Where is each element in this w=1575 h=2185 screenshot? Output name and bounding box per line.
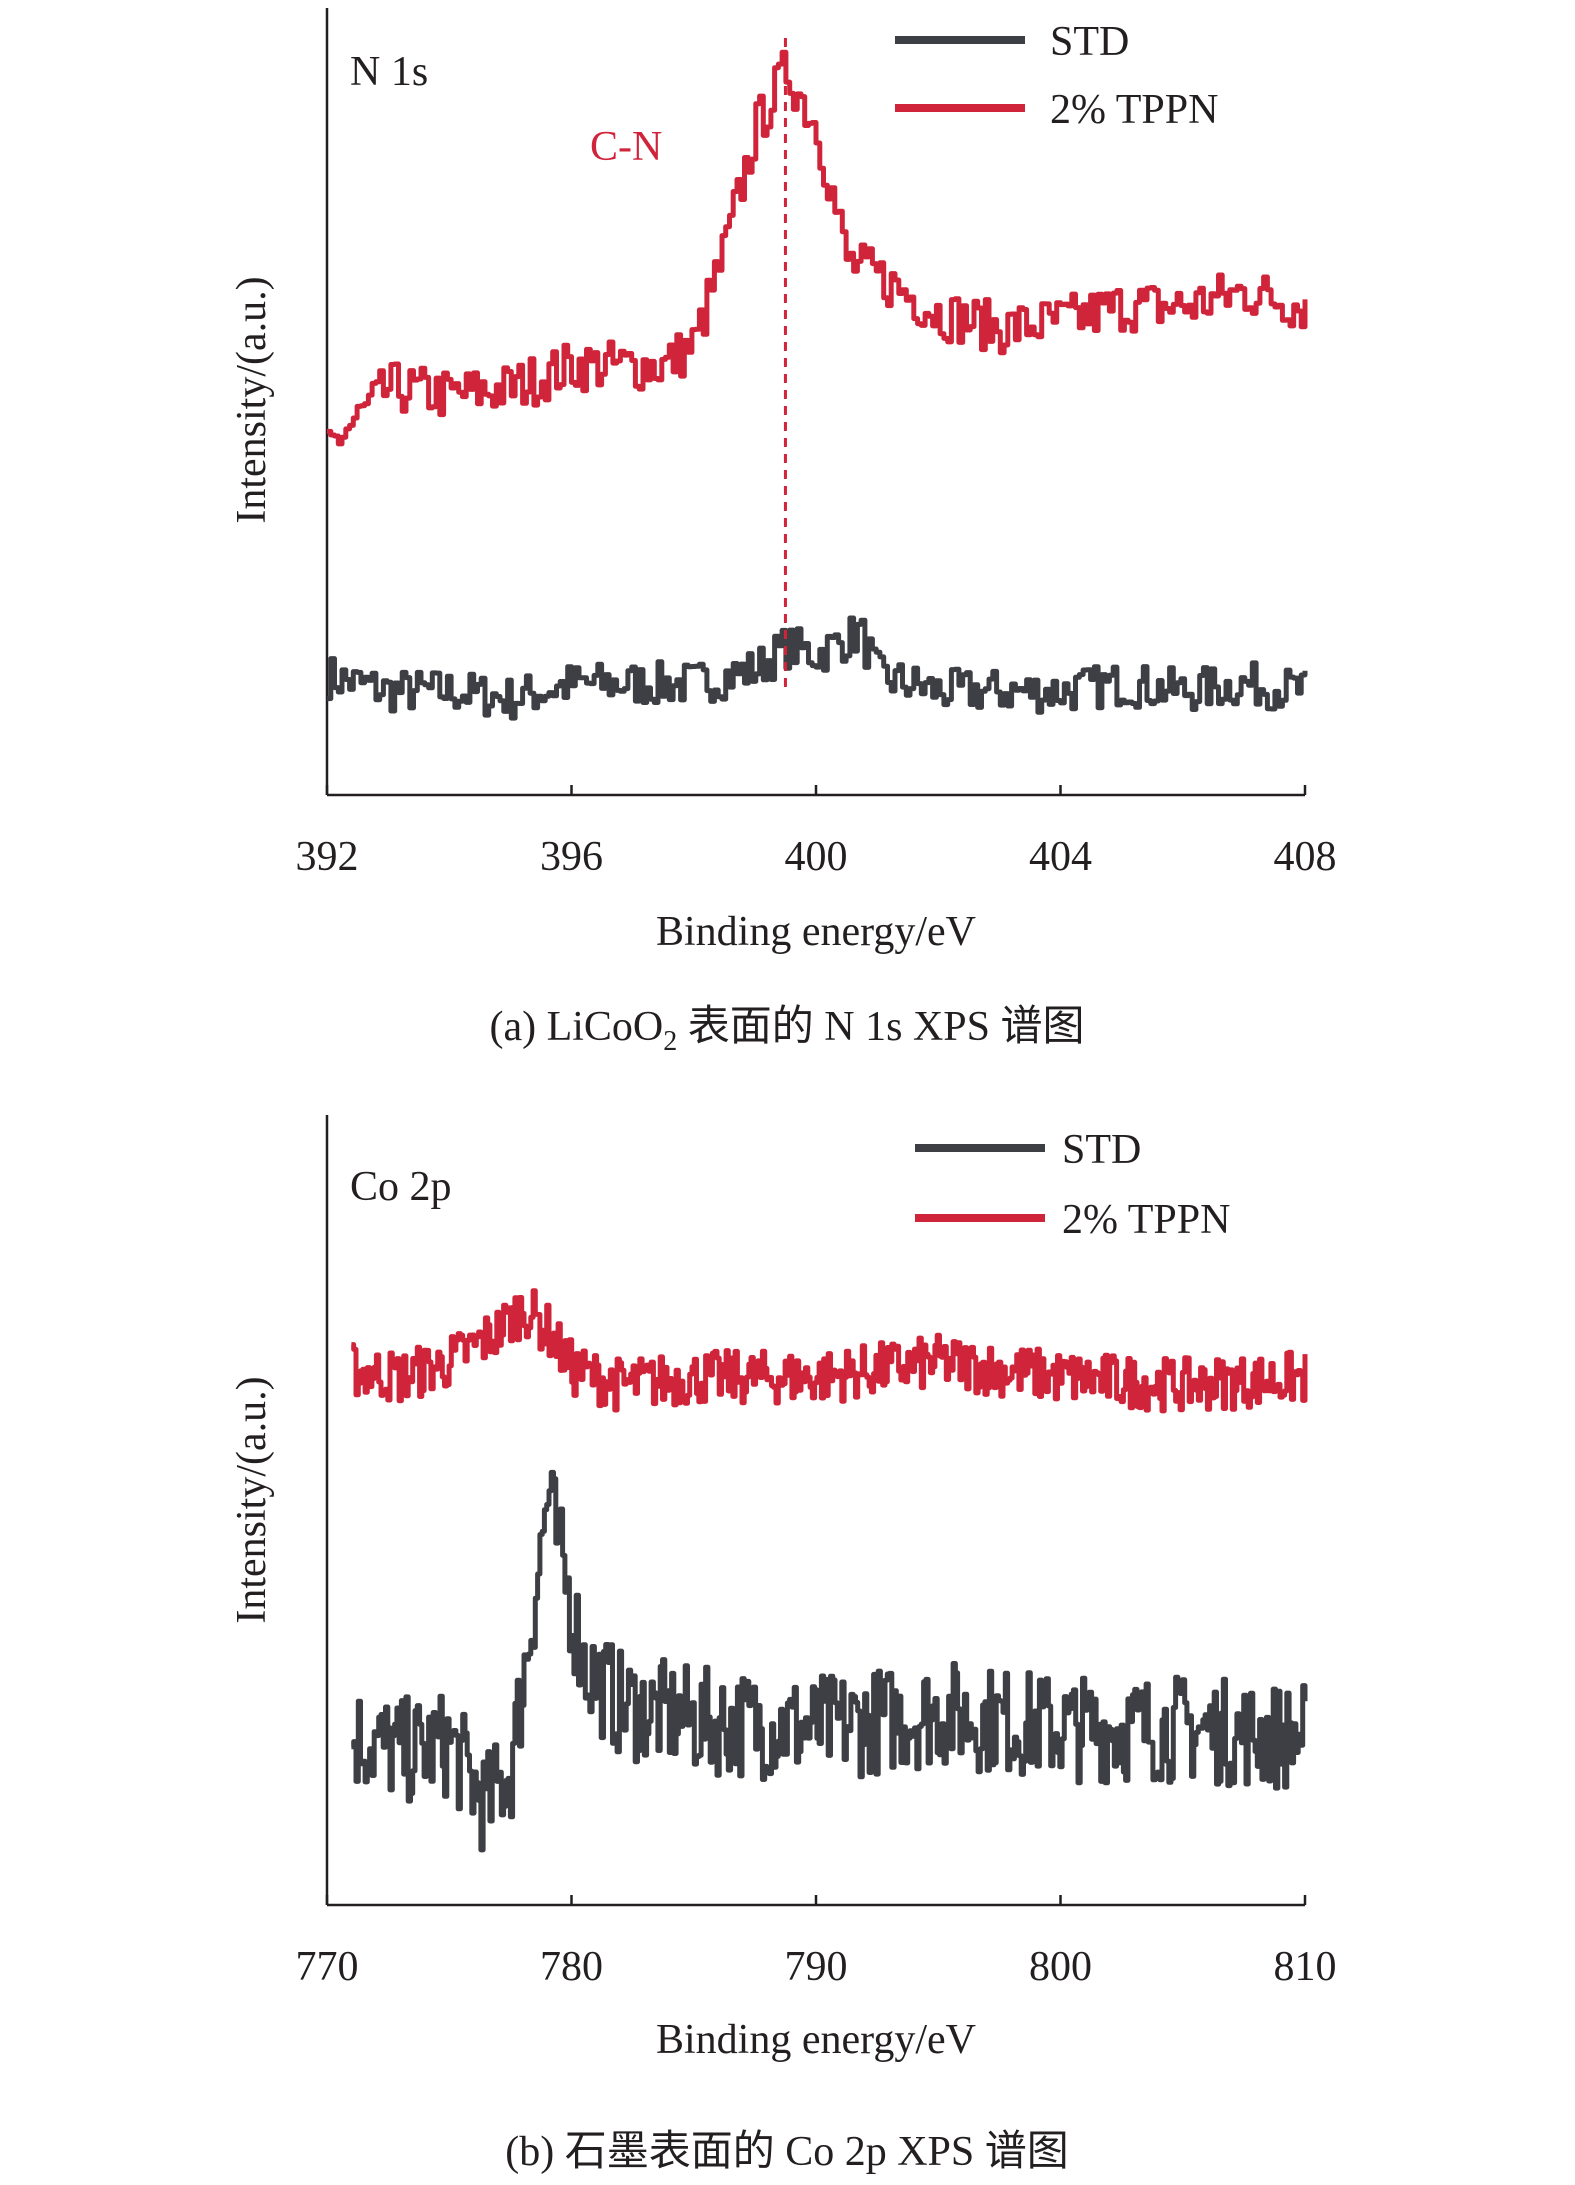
series-std-line xyxy=(351,1469,1308,1853)
x-axis-title: Binding energy/eV xyxy=(656,909,976,955)
series-tppn-line xyxy=(351,1288,1308,1414)
x-ticks xyxy=(325,785,1307,795)
x-tick-label: 800 xyxy=(1029,1944,1092,1990)
caption-a: (a) LiCoO2 表面的 N 1s XPS 谱图 xyxy=(489,1004,1084,1057)
y-axis-title: Intensity/(a.u.) xyxy=(229,276,275,523)
series-group xyxy=(327,49,1308,721)
legend: STD 2% TPPN xyxy=(915,1127,1230,1243)
caption-b: (b) 石墨表面的 Co 2p XPS 谱图 xyxy=(505,2129,1069,2175)
chart-n1s: 392 396 400 404 408 C-N N 1s STD 2% TPPN Bin… xyxy=(229,8,1337,1057)
x-axis-title: Binding energy/eV xyxy=(656,2017,976,2063)
x-tick-label: 404 xyxy=(1029,834,1092,880)
y-axis-title: Intensity/(a.u.) xyxy=(229,1376,275,1623)
caption-a-suffix: 表面的 N 1s XPS 谱图 xyxy=(677,1004,1084,1050)
series-group xyxy=(351,1288,1308,1853)
x-tick-label: 790 xyxy=(785,1944,848,1990)
caption-a-subscript: 2 xyxy=(663,1026,677,1057)
x-tick-label: 770 xyxy=(296,1944,359,1990)
series-std-line xyxy=(327,615,1308,721)
legend-tppn-label: 2% TPPN xyxy=(1050,87,1218,133)
x-tick-label: 400 xyxy=(785,834,848,880)
legend-std-label: STD xyxy=(1050,19,1129,65)
series-tppn-line xyxy=(327,49,1308,447)
x-tick-label: 408 xyxy=(1274,834,1337,880)
panel-label: Co 2p xyxy=(350,1164,452,1210)
x-tick-labels: 770 780 790 800 810 xyxy=(296,1944,1337,1990)
panel-label: N 1s xyxy=(350,49,428,95)
legend: STD 2% TPPN xyxy=(895,19,1218,133)
x-tick-label: 392 xyxy=(296,834,359,880)
x-tick-label: 810 xyxy=(1274,1944,1337,1990)
x-ticks xyxy=(325,1895,1307,1905)
x-tick-labels: 392 396 400 404 408 xyxy=(296,834,1337,880)
c-n-annotation: C-N xyxy=(590,124,662,170)
caption-a-prefix: (a) LiCoO xyxy=(489,1004,663,1050)
x-tick-label: 396 xyxy=(540,834,603,880)
legend-tppn-label: 2% TPPN xyxy=(1062,1197,1230,1243)
chart-co2p: 770 780 790 800 810 Co 2p STD 2% TPPN Bindin… xyxy=(229,1115,1337,2175)
x-tick-label: 780 xyxy=(540,1944,603,1990)
legend-std-label: STD xyxy=(1062,1127,1141,1173)
